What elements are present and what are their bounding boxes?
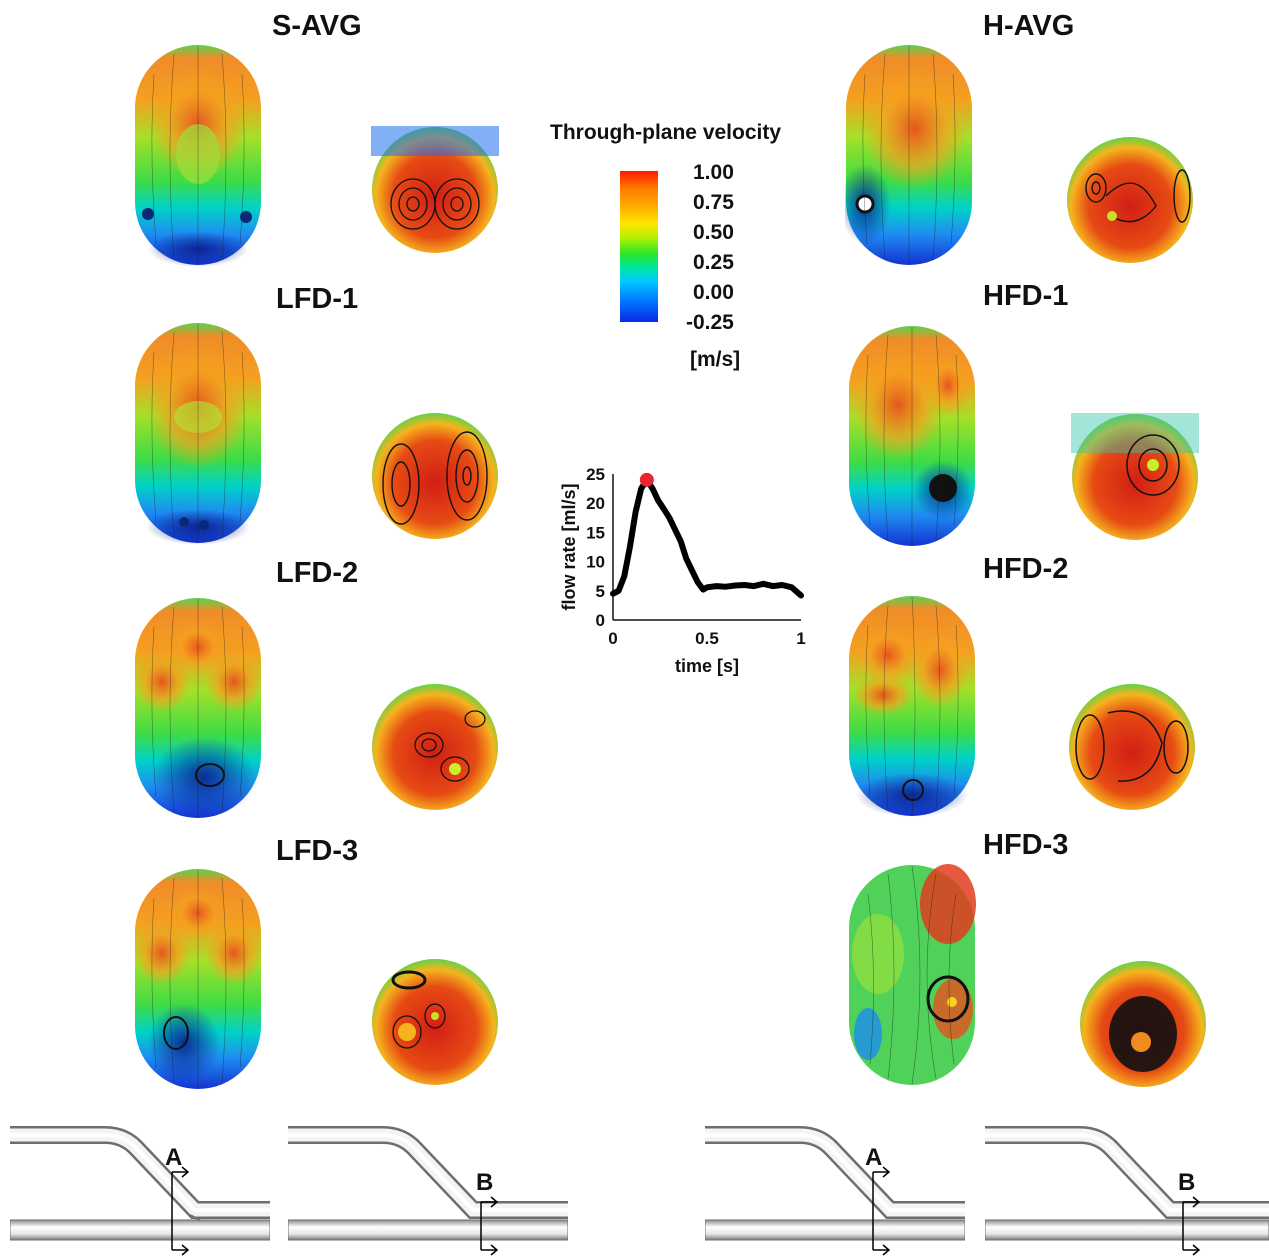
legend-tick: 0.00: [693, 281, 734, 304]
y-tick-label: 20: [586, 494, 605, 513]
bifurcation-schematic-b-right: B: [985, 1126, 1269, 1256]
peak-marker: [639, 472, 654, 487]
capsule-velocity-map-lfd-1: [135, 323, 261, 544]
x-tick-label: 1: [796, 629, 805, 648]
panel-label-hfd-2: HFD-2: [983, 553, 1069, 585]
cross-section-map-h-avg: [1067, 137, 1193, 263]
x-axis-label: time [s]: [675, 656, 739, 676]
section-label-a: A: [865, 1144, 882, 1171]
legend-title: Through-plane velocity: [550, 121, 782, 144]
colorbar: [620, 171, 658, 322]
y-tick-label: 0: [596, 611, 605, 630]
section-label-b: B: [1178, 1169, 1195, 1196]
capsule-velocity-map-lfd-2: [134, 598, 262, 818]
panel-label-hfd-3: HFD-3: [983, 829, 1069, 861]
section-label-b: B: [476, 1169, 493, 1196]
capsule-velocity-map-s-avg: [135, 45, 261, 266]
panel-label-s-avg: S-AVG: [272, 10, 362, 42]
cross-section-map-hfd-2: [1069, 684, 1195, 810]
flow-rate-line: [610, 476, 804, 599]
cross-section-map-hfd-1: [1071, 413, 1199, 540]
cross-section-map-lfd-1: [372, 413, 498, 539]
x-tick-label: 0.5: [695, 629, 719, 648]
legend-unit: [m/s]: [690, 348, 741, 371]
bifurcation-schematic-a-left: A: [10, 1126, 270, 1256]
panel-label-lfd-1: LFD-1: [276, 283, 359, 315]
capsule-velocity-map-hfd-1: [849, 326, 975, 546]
y-tick-label: 10: [586, 553, 605, 572]
panel-label-hfd-1: HFD-1: [983, 280, 1069, 312]
panel-label-lfd-2: LFD-2: [276, 557, 359, 589]
cross-section-map-hfd-3: [1080, 961, 1206, 1087]
y-axis-label: flow rate [ml/s]: [559, 483, 579, 610]
bifurcation-schematic-b-left: B: [288, 1126, 568, 1256]
y-tick-label: 15: [586, 523, 605, 542]
y-tick-label: 25: [586, 465, 605, 484]
capsule-velocity-map-h-avg: [845, 45, 972, 265]
capsule-velocity-map-lfd-3: [134, 869, 262, 1089]
legend-tick: 0.50: [693, 221, 734, 244]
cross-section-map-lfd-3: [372, 959, 498, 1085]
cross-section-map-lfd-2: [372, 684, 498, 810]
legend-tick: 0.25: [693, 251, 734, 274]
capsule-velocity-map-hfd-3: [849, 864, 976, 1085]
x-tick-label: 0: [608, 629, 617, 648]
cross-section-map-s-avg: [371, 126, 499, 253]
legend-tick: -0.25: [686, 311, 734, 334]
legend-tick: 0.75: [693, 191, 734, 214]
y-tick-label: 5: [596, 582, 605, 601]
capsule-velocity-map-hfd-2: [849, 596, 975, 817]
flow-rate-chart: 0 5 10 15 20 25 0 0.5 1 time [s] flow rate [ml/…: [559, 465, 806, 676]
section-label-a: A: [165, 1144, 182, 1171]
legend-tick: 1.00: [693, 161, 734, 184]
panel-label-h-avg: H-AVG: [983, 10, 1075, 42]
bifurcation-schematic-a-right: A: [705, 1126, 965, 1256]
panel-label-lfd-3: LFD-3: [276, 835, 359, 867]
